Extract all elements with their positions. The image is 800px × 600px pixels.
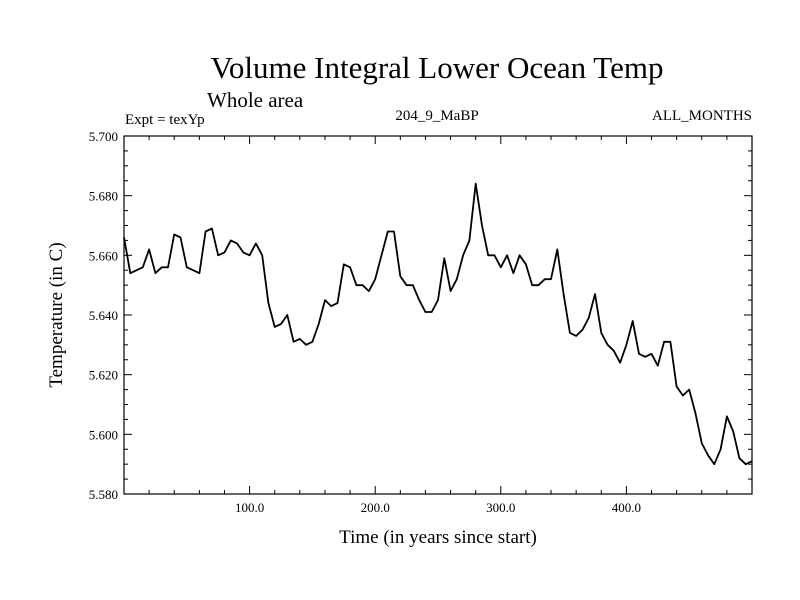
series-layer xyxy=(123,182,753,466)
header-center: 204_9_MaBP xyxy=(395,108,478,124)
chart-subtitle: Whole area xyxy=(207,88,304,112)
y-tick-label: 5.680 xyxy=(89,189,118,204)
x-axis-ticks: 100.0 200.0 300.0 400.0 xyxy=(148,136,728,515)
header-right: ALL_MONTHS xyxy=(652,108,752,124)
y-tick-label: 5.620 xyxy=(89,368,118,383)
y-tick-label: 5.640 xyxy=(89,308,118,323)
plot-frame xyxy=(123,135,753,495)
y-axis-label: Temperature (in C) xyxy=(46,242,67,387)
chart-title: Volume Integral Lower Ocean Temp xyxy=(211,50,664,85)
x-tick-label: 400.0 xyxy=(612,500,641,515)
x-tick-label: 100.0 xyxy=(235,500,264,515)
y-tick-label: 5.580 xyxy=(89,487,118,502)
y-tick-label: 5.700 xyxy=(89,129,118,144)
y-axis-ticks: 5.580 5.600 5.620 5.640 5.660 5.680 5.700 xyxy=(89,129,752,502)
y-tick-label: 5.600 xyxy=(89,427,118,442)
x-tick-label: 200.0 xyxy=(361,500,390,515)
x-tick-label: 300.0 xyxy=(486,500,515,515)
x-axis-label: Time (in years since start) xyxy=(339,527,537,548)
y-tick-label: 5.660 xyxy=(89,248,118,263)
header-left: Expt = texYp xyxy=(125,112,205,128)
temperature-series-line xyxy=(123,182,753,466)
